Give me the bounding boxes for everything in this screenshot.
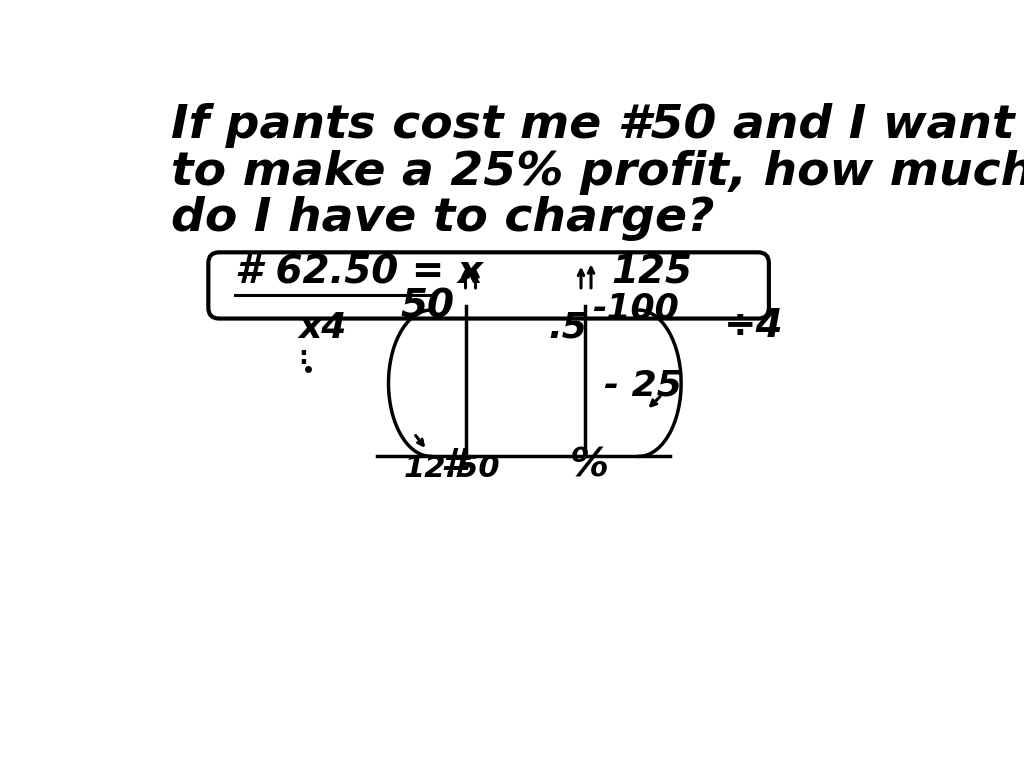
Text: %: % [569,447,608,485]
Text: #: # [440,447,467,485]
Text: - 25: - 25 [604,369,682,402]
Text: to make a 25% profit, how much: to make a 25% profit, how much [171,150,1024,194]
Text: x4: x4 [298,311,347,345]
Text: .5: .5 [548,311,587,345]
Text: 12.50: 12.50 [403,454,501,483]
Text: # 62.50 = x: # 62.50 = x [234,253,482,292]
Text: 50: 50 [400,287,454,326]
Text: :: : [298,345,308,369]
FancyBboxPatch shape [208,253,769,319]
Text: ÷4: ÷4 [724,306,783,345]
Text: do I have to charge?: do I have to charge? [171,196,714,241]
Text: -100: -100 [593,292,679,326]
Text: If pants cost me #50 and I want: If pants cost me #50 and I want [171,104,1014,148]
Text: 125: 125 [611,253,693,292]
